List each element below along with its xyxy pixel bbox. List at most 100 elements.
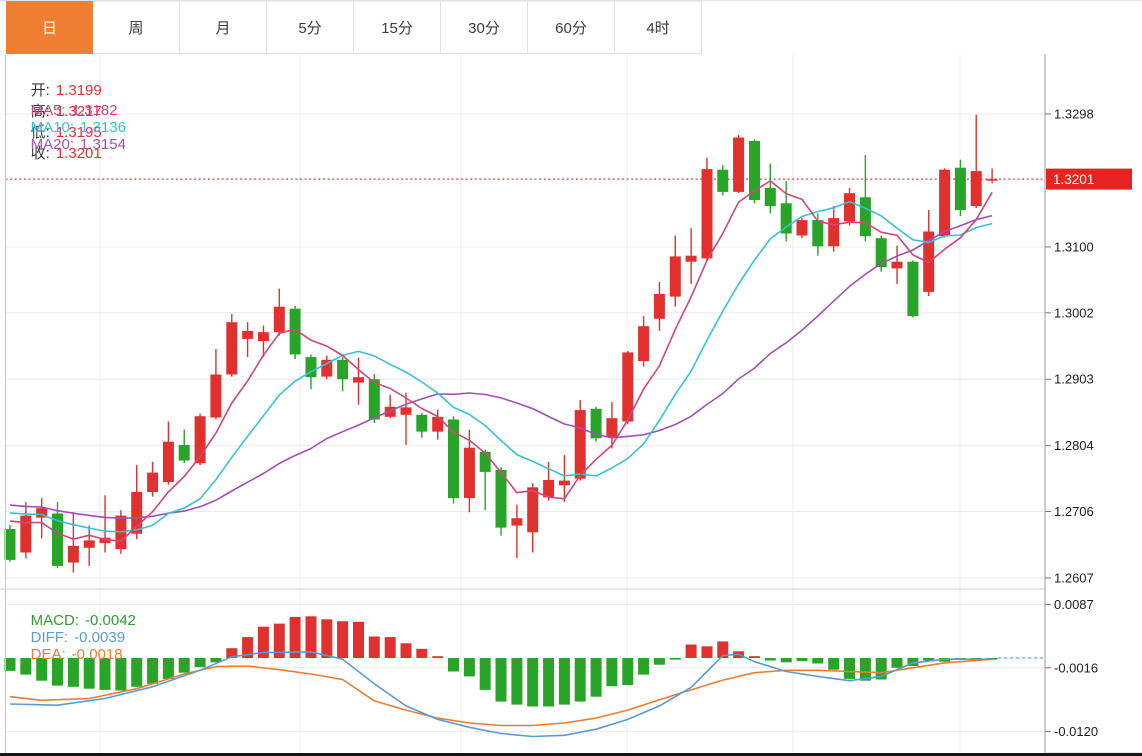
candle-40[interactable]: [638, 326, 650, 362]
candle-44[interactable]: [701, 169, 713, 259]
candle-25[interactable]: [400, 407, 412, 415]
macd-bar-49[interactable]: [780, 658, 792, 663]
macd-bar-23[interactable]: [368, 636, 380, 659]
candle-1[interactable]: [20, 515, 32, 553]
macd-bar-44[interactable]: [701, 646, 713, 658]
candle-46[interactable]: [733, 137, 745, 192]
tab-15min[interactable]: 15分: [354, 1, 441, 54]
macd-bar-29[interactable]: [463, 658, 475, 677]
macd-bar-42[interactable]: [669, 658, 681, 660]
macd-bar-39[interactable]: [622, 658, 634, 685]
candle-37[interactable]: [590, 408, 602, 439]
candle-11[interactable]: [178, 445, 190, 461]
macd-bar-22[interactable]: [353, 621, 364, 658]
macd-bar-28[interactable]: [448, 658, 459, 672]
candle-50[interactable]: [796, 220, 808, 236]
candle-14[interactable]: [226, 322, 238, 375]
macd-bar-20[interactable]: [321, 619, 333, 658]
tab-4hour[interactable]: 4时: [615, 1, 702, 54]
candle-59[interactable]: [939, 169, 951, 237]
macd-bar-7[interactable]: [115, 658, 127, 691]
tab-week[interactable]: 周: [93, 1, 180, 54]
macd-bar-5[interactable]: [83, 658, 95, 689]
candle-22[interactable]: [353, 377, 364, 383]
macd-bar-45[interactable]: [717, 641, 729, 658]
candle-32[interactable]: [511, 518, 523, 526]
macd-bar-35[interactable]: [558, 658, 570, 705]
macd-bar-33[interactable]: [527, 658, 539, 707]
macd-bar-52[interactable]: [828, 658, 840, 670]
candle-34[interactable]: [543, 480, 555, 498]
macd-bar-13[interactable]: [210, 658, 222, 663]
macd-bar-9[interactable]: [147, 658, 159, 684]
candle-29[interactable]: [463, 447, 475, 499]
macd-bar-54[interactable]: [859, 658, 871, 681]
candle-43[interactable]: [685, 255, 697, 262]
macd-bar-16[interactable]: [257, 626, 269, 658]
candle-57[interactable]: [907, 261, 919, 317]
macd-bar-0[interactable]: [4, 658, 16, 671]
macd-bar-2[interactable]: [36, 658, 48, 681]
macd-bar-30[interactable]: [479, 658, 491, 690]
macd-bar-55[interactable]: [875, 658, 887, 680]
macd-bar-50[interactable]: [796, 658, 808, 662]
candle-33[interactable]: [527, 487, 539, 533]
macd-bar-38[interactable]: [606, 658, 618, 687]
macd-bar-21[interactable]: [337, 621, 349, 658]
candle-41[interactable]: [653, 294, 665, 319]
macd-bar-32[interactable]: [511, 658, 523, 705]
macd-bar-24[interactable]: [384, 637, 396, 658]
macd-bar-25[interactable]: [400, 643, 412, 658]
macd-bar-51[interactable]: [812, 658, 824, 664]
macd-bar-57[interactable]: [907, 658, 919, 666]
candle-49[interactable]: [780, 203, 792, 234]
candle-21[interactable]: [337, 359, 349, 380]
candle-45[interactable]: [717, 169, 729, 192]
candle-53[interactable]: [844, 193, 855, 222]
macd-bar-18[interactable]: [289, 616, 301, 658]
candle-42[interactable]: [669, 256, 681, 297]
candle-54[interactable]: [859, 197, 871, 237]
candle-31[interactable]: [495, 469, 507, 528]
macd-bar-17[interactable]: [273, 623, 285, 658]
candle-28[interactable]: [448, 419, 459, 499]
candle-10[interactable]: [162, 441, 174, 482]
candle-3[interactable]: [52, 513, 63, 566]
macd-bar-31[interactable]: [495, 658, 507, 702]
candle-27[interactable]: [432, 416, 444, 432]
macd-bar-8[interactable]: [131, 658, 143, 687]
macd-bar-6[interactable]: [99, 658, 111, 690]
candle-51[interactable]: [812, 220, 824, 247]
macd-bar-26[interactable]: [416, 648, 428, 658]
candle-20[interactable]: [321, 359, 333, 377]
macd-bar-4[interactable]: [67, 658, 79, 687]
candle-9[interactable]: [147, 472, 159, 492]
candle-39[interactable]: [622, 352, 634, 422]
candle-12[interactable]: [194, 416, 206, 464]
tab-month[interactable]: 月: [180, 1, 267, 54]
candle-35[interactable]: [558, 480, 570, 486]
macd-bar-56[interactable]: [891, 658, 903, 668]
tab-60min[interactable]: 60分: [528, 1, 615, 54]
tab-day[interactable]: 日: [6, 1, 93, 54]
candle-62[interactable]: [986, 179, 998, 181]
candle-38[interactable]: [606, 418, 618, 437]
macd-bar-47[interactable]: [749, 656, 760, 658]
candle-30[interactable]: [479, 451, 491, 472]
candle-52[interactable]: [828, 218, 840, 247]
macd-bar-48[interactable]: [764, 658, 776, 661]
candle-61[interactable]: [970, 171, 982, 206]
macd-bar-43[interactable]: [685, 644, 697, 659]
macd-bar-41[interactable]: [653, 658, 665, 665]
candle-48[interactable]: [764, 187, 776, 206]
macd-bar-19[interactable]: [305, 616, 317, 658]
candle-8[interactable]: [131, 492, 143, 534]
candle-0[interactable]: [4, 529, 16, 560]
macd-bar-11[interactable]: [178, 658, 190, 673]
candle-36[interactable]: [574, 410, 586, 479]
macd-bar-40[interactable]: [638, 658, 650, 675]
candle-18[interactable]: [289, 308, 301, 355]
macd-bar-15[interactable]: [242, 637, 254, 658]
macd-bar-10[interactable]: [162, 658, 174, 679]
